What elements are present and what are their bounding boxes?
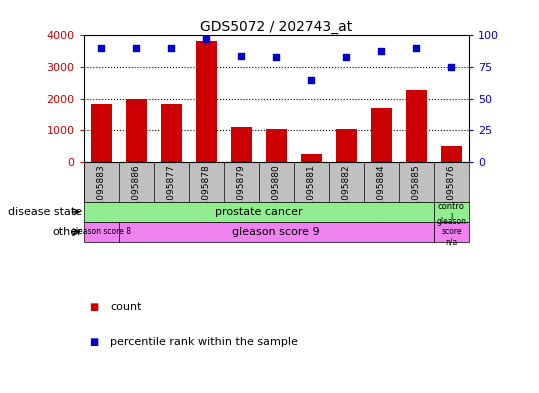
Text: GSM1095884: GSM1095884 <box>377 164 386 225</box>
Point <box>307 77 316 83</box>
Text: gleason score 9: gleason score 9 <box>232 227 320 237</box>
Text: other: other <box>52 227 82 237</box>
Bar <box>84 222 119 242</box>
Text: prostate cancer: prostate cancer <box>215 207 302 217</box>
Bar <box>336 129 357 162</box>
Bar <box>266 129 287 162</box>
Text: GSM1095878: GSM1095878 <box>202 164 211 225</box>
Bar <box>119 222 434 242</box>
Title: GDS5072 / 202743_at: GDS5072 / 202743_at <box>200 20 353 34</box>
Bar <box>231 127 252 162</box>
Bar <box>434 222 469 242</box>
Text: disease state: disease state <box>8 207 82 217</box>
Point <box>377 48 386 54</box>
Text: GSM1095882: GSM1095882 <box>342 164 351 225</box>
Text: count: count <box>110 301 142 312</box>
Text: ■: ■ <box>89 301 98 312</box>
Bar <box>441 146 462 162</box>
Text: GSM1095879: GSM1095879 <box>237 164 246 225</box>
Text: percentile rank within the sample: percentile rank within the sample <box>110 337 299 347</box>
Point <box>412 45 421 51</box>
Point <box>342 54 351 60</box>
Text: gleason score 8: gleason score 8 <box>71 227 131 236</box>
Point <box>202 36 211 42</box>
Text: GSM1095876: GSM1095876 <box>447 164 456 225</box>
Point <box>132 45 140 51</box>
Point <box>167 45 176 51</box>
Text: GSM1095880: GSM1095880 <box>272 164 281 225</box>
Text: gleason
score
n/a: gleason score n/a <box>437 217 466 247</box>
Bar <box>126 99 147 162</box>
Bar <box>371 108 392 162</box>
Text: contro
l: contro l <box>438 202 465 222</box>
Bar <box>161 104 182 162</box>
Bar <box>301 154 322 162</box>
Bar <box>406 90 427 162</box>
Text: GSM1095886: GSM1095886 <box>132 164 141 225</box>
Point <box>237 53 246 59</box>
Bar <box>91 105 112 162</box>
Point <box>447 64 456 70</box>
Point <box>272 54 281 60</box>
Text: GSM1095883: GSM1095883 <box>96 164 106 225</box>
Text: GSM1095885: GSM1095885 <box>412 164 421 225</box>
Bar <box>434 202 469 222</box>
Point <box>97 45 106 51</box>
Bar <box>196 41 217 162</box>
Text: GSM1095877: GSM1095877 <box>167 164 176 225</box>
Text: GSM1095881: GSM1095881 <box>307 164 316 225</box>
Text: ■: ■ <box>89 337 98 347</box>
